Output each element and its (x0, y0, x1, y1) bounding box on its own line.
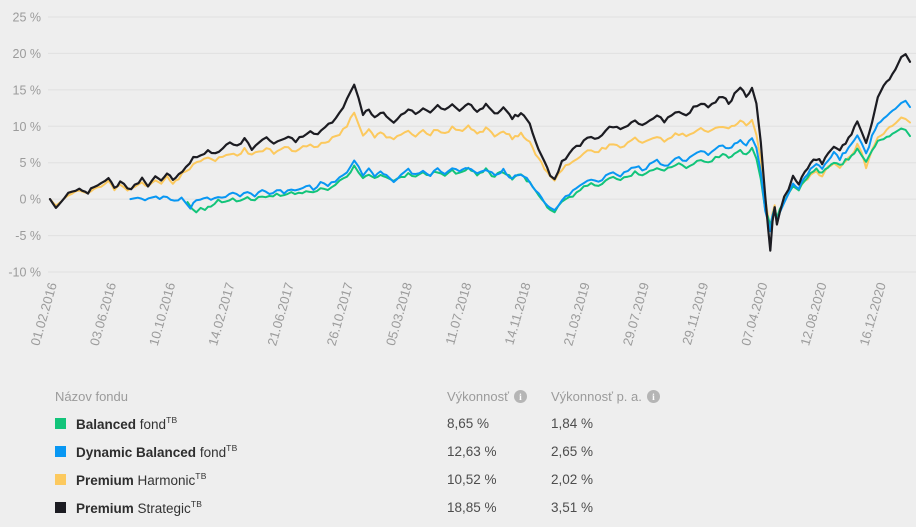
series-color-swatch (55, 417, 66, 429)
x-axis-label: 03.06.2016 (87, 281, 119, 348)
fund-name-cell: Balanced fondTB (55, 415, 447, 432)
x-axis-label: 21.03.2019 (560, 281, 592, 348)
series-color-swatch (55, 473, 66, 485)
series-color-swatch (55, 501, 66, 513)
info-icon[interactable]: i (513, 389, 527, 403)
col-header-performance-pa: Výkonnosť p. a. (551, 388, 642, 404)
x-axis-label: 14.02.2017 (205, 281, 237, 348)
y-axis-label: 15 % (13, 83, 42, 97)
y-axis-label: 0 % (19, 193, 41, 207)
performance-value: 8,65 % (447, 415, 490, 431)
table-row: Dynamic Balanced fondTB 12,63 % 2,65 % (0, 437, 916, 465)
fund-name: Balanced fondTB (76, 414, 178, 432)
table-row: Balanced fondTB 8,65 % 1,84 % (0, 409, 916, 437)
fund-name: Dynamic Balanced fondTB (76, 442, 238, 460)
x-axis-label: 11.07.2018 (442, 281, 474, 347)
performance-pa-value: 2,65 % (551, 443, 594, 459)
x-axis-label: 01.02.2016 (28, 281, 60, 348)
performance-pa-value: 3,51 % (551, 499, 594, 515)
x-axis-label: 07.04.2020 (738, 281, 770, 348)
performance-value: 10,52 % (447, 471, 497, 487)
fund-name-cell: Dynamic Balanced fondTB (55, 443, 447, 460)
fund-table: Názov fondu Výkonnosť i Výkonnosť p. a. … (0, 383, 916, 521)
x-axis-label: 12.08.2020 (797, 281, 829, 348)
performance-value: 18,85 % (447, 499, 497, 515)
x-axis-label: 29.07.2019 (620, 281, 652, 348)
series-color-swatch (55, 445, 66, 457)
y-axis-label: 20 % (13, 47, 42, 61)
performance-pa-value: 2,02 % (551, 471, 594, 487)
x-axis-label: 21.06.2017 (264, 281, 296, 348)
fund-table-header: Názov fondu Výkonnosť i Výkonnosť p. a. … (0, 383, 916, 409)
y-axis-label: 10 % (13, 120, 42, 134)
fund-table-rows: Balanced fondTB 8,65 % 1,84 % Dynamic Balan… (0, 409, 916, 521)
y-axis-label: -10 % (8, 266, 41, 280)
performance-value: 12,63 % (447, 443, 497, 459)
svg-text:i: i (519, 393, 522, 403)
fund-name-cell: Premium HarmonicTB (55, 471, 447, 488)
x-axis-label: 26.10.2017 (324, 281, 356, 348)
svg-text:i: i (652, 393, 655, 403)
series-line-3[interactable] (48, 53, 912, 252)
y-axis-label: -5 % (15, 229, 41, 243)
table-row: Premium HarmonicTB 10,52 % 2,02 % (0, 465, 916, 493)
series-line-1[interactable] (129, 99, 911, 233)
fund-name: Premium StrategicTB (76, 498, 203, 516)
performance-pa-value: 1,84 % (551, 415, 594, 431)
x-axis-label: 14.11.2018 (502, 281, 534, 347)
fund-name: Premium HarmonicTB (76, 470, 207, 488)
performance-chart[interactable]: 25 % 20 % 15 % 10 % 5 % 0 % -5 % -10 %01.02.201… (0, 0, 916, 380)
x-axis-label: 16.12.2020 (857, 281, 889, 348)
x-axis-label: 29.11.2019 (679, 281, 711, 347)
col-header-performance: Výkonnosť (447, 388, 509, 404)
info-icon[interactable]: i (646, 389, 660, 403)
fund-name-cell: Premium StrategicTB (55, 499, 447, 516)
x-axis-label: 05.03.2018 (383, 281, 415, 348)
y-axis-label: 5 % (19, 156, 41, 170)
table-row: Premium StrategicTB 18,85 % 3,51 % (0, 493, 916, 521)
x-axis-label: 10.10.2016 (146, 281, 178, 348)
col-header-fund-name: Názov fondu (55, 388, 128, 404)
y-axis-label: 25 % (13, 11, 42, 25)
